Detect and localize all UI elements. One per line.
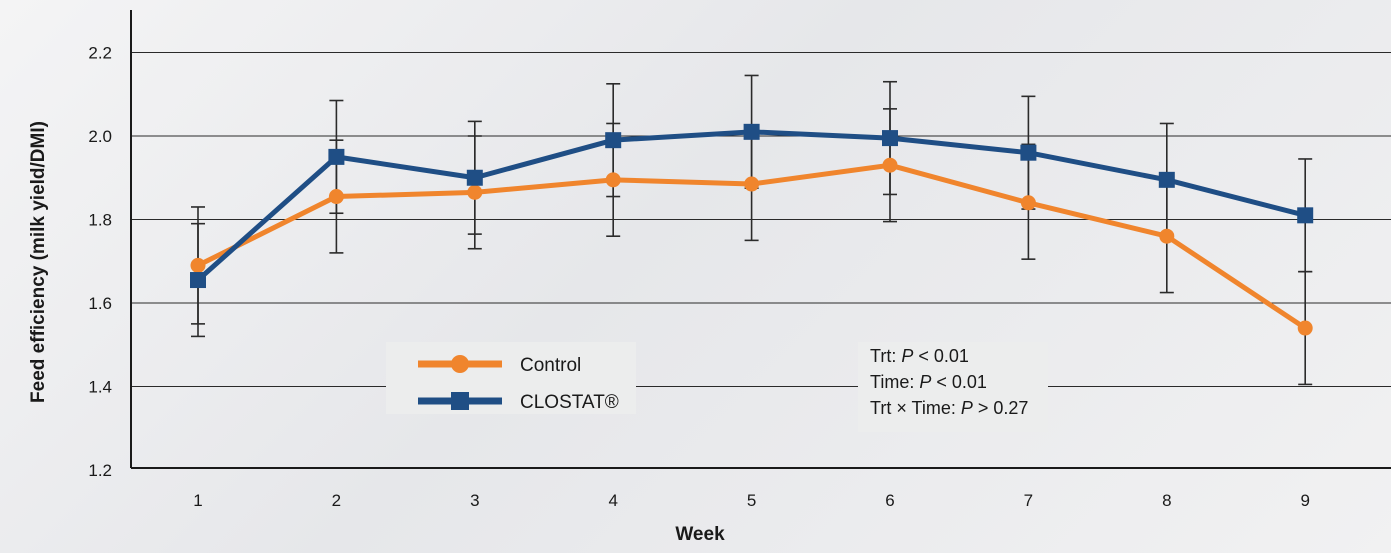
x-tick-label-3: 3: [470, 491, 479, 510]
x-tick-labels: 1 2 3 4 5 6 7 8 9: [193, 491, 1310, 510]
stat-line-3: Trt × Time: P > 0.27: [870, 398, 1028, 418]
x-tick-label-7: 7: [1024, 491, 1033, 510]
legend: Control CLOSTAT®: [386, 342, 636, 414]
point-control-week-4: [605, 172, 621, 188]
point-clostat-week-8: [1158, 171, 1175, 188]
point-control-week-5: [744, 176, 760, 192]
x-axis-title: Week: [675, 524, 725, 545]
y-tick-label-2.0: 2.0: [88, 127, 112, 146]
point-control-week-3: [467, 184, 483, 200]
x-tick-label-8: 8: [1162, 491, 1171, 510]
point-control-week-9: [1297, 320, 1313, 336]
x-tick-label-6: 6: [885, 491, 894, 510]
y-tick-label-2.2: 2.2: [88, 44, 112, 63]
point-clostat-week-1: [190, 272, 206, 289]
point-control-week-6: [882, 157, 898, 173]
y-tick-label-1.4: 1.4: [88, 378, 112, 397]
point-clostat-week-9: [1297, 207, 1314, 224]
point-control-week-2: [328, 189, 344, 205]
point-clostat-week-4: [605, 132, 622, 149]
axes: [130, 10, 1391, 469]
point-clostat-week-2: [328, 148, 345, 165]
y-tick-label-1.2: 1.2: [88, 461, 112, 480]
point-clostat-week-7: [1020, 144, 1037, 161]
legend-label-control: Control: [520, 355, 581, 376]
y-axis-title: Feed efficiency (milk yield/DMI): [28, 121, 49, 403]
stat-line-2: Time: P < 0.01: [870, 372, 987, 392]
x-tick-label-1: 1: [193, 491, 202, 510]
legend-marker-control: [451, 355, 469, 373]
y-tick-label-1.8: 1.8: [88, 211, 112, 230]
point-clostat-week-3: [466, 169, 483, 186]
legend-marker-clostat: [451, 392, 469, 410]
gridlines: [131, 52, 1391, 387]
y-tick-labels: 1.2 1.4 1.6 1.8 2.0 2.2: [88, 44, 112, 481]
data-markers: [190, 123, 1314, 336]
stat-line-1: Trt: P < 0.01: [870, 346, 969, 366]
point-control-week-8: [1159, 228, 1175, 244]
point-control-week-1: [190, 257, 206, 273]
point-clostat-week-6: [882, 130, 898, 147]
legend-label-clostat: CLOSTAT®: [520, 392, 619, 413]
x-tick-label-4: 4: [608, 491, 617, 510]
statistics-annotation: Trt: P < 0.01 Time: P < 0.01 Trt × Time: P…: [858, 342, 1048, 432]
point-clostat-week-5: [743, 123, 760, 140]
x-tick-label-5: 5: [747, 491, 756, 510]
stats-background: [858, 342, 1048, 432]
x-tick-label-9: 9: [1300, 491, 1309, 510]
y-tick-label-1.6: 1.6: [88, 294, 112, 313]
point-control-week-7: [1020, 195, 1036, 211]
x-tick-label-2: 2: [332, 491, 341, 510]
